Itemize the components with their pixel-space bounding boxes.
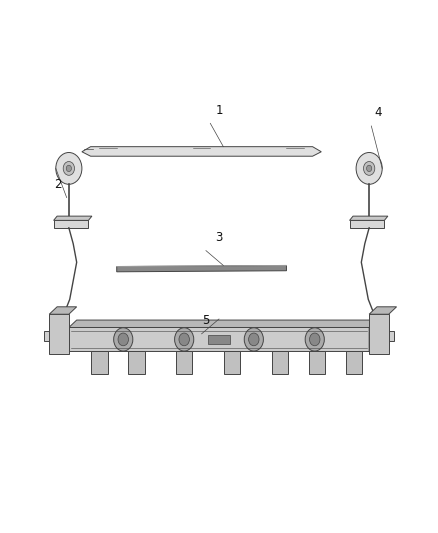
Polygon shape — [369, 314, 389, 354]
Circle shape — [367, 165, 372, 172]
Circle shape — [310, 333, 320, 346]
Polygon shape — [91, 351, 108, 374]
Polygon shape — [44, 331, 50, 341]
Text: 3: 3 — [215, 231, 223, 244]
Polygon shape — [50, 326, 76, 342]
Circle shape — [356, 152, 382, 184]
Circle shape — [63, 161, 74, 175]
Text: 4: 4 — [374, 106, 381, 119]
Circle shape — [114, 328, 133, 351]
Circle shape — [249, 333, 259, 346]
Polygon shape — [346, 351, 362, 374]
Polygon shape — [369, 320, 377, 351]
Circle shape — [118, 333, 128, 346]
Polygon shape — [369, 307, 396, 314]
Polygon shape — [49, 307, 77, 314]
Polygon shape — [69, 320, 377, 327]
Polygon shape — [53, 216, 92, 220]
Text: 2: 2 — [54, 178, 62, 191]
Polygon shape — [309, 351, 325, 374]
Circle shape — [305, 328, 324, 351]
Polygon shape — [362, 326, 388, 342]
Polygon shape — [53, 220, 88, 228]
Polygon shape — [128, 351, 145, 374]
Polygon shape — [49, 314, 69, 354]
Polygon shape — [350, 216, 388, 220]
Polygon shape — [224, 351, 240, 374]
Text: 1: 1 — [215, 103, 223, 117]
Polygon shape — [82, 147, 321, 156]
Polygon shape — [388, 331, 394, 341]
Circle shape — [364, 161, 375, 175]
Circle shape — [66, 165, 71, 172]
Polygon shape — [350, 220, 385, 228]
Polygon shape — [176, 351, 192, 374]
Circle shape — [56, 152, 82, 184]
Circle shape — [179, 333, 189, 346]
Circle shape — [175, 328, 194, 351]
Text: 5: 5 — [202, 314, 210, 327]
Polygon shape — [272, 351, 288, 374]
Circle shape — [244, 328, 263, 351]
Polygon shape — [117, 265, 286, 272]
Polygon shape — [69, 327, 369, 351]
Polygon shape — [208, 335, 230, 344]
